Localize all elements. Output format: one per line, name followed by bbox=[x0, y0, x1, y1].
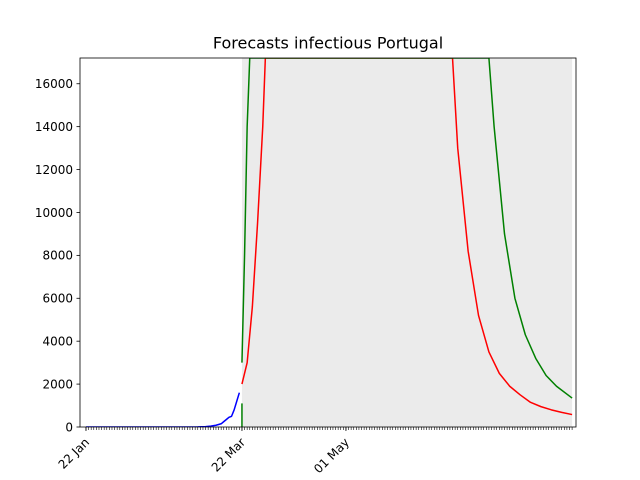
y-tick-label: 14000 bbox=[35, 120, 73, 134]
chart-title: Forecasts infectious Portugal bbox=[213, 34, 443, 53]
y-tick-label: 4000 bbox=[42, 334, 73, 348]
forecast-band bbox=[241, 58, 573, 427]
y-tick-label: 6000 bbox=[42, 292, 73, 306]
series-line-forecast-central bbox=[241, 58, 573, 416]
y-tick-label: 16000 bbox=[35, 77, 73, 91]
series-line-observed bbox=[85, 392, 241, 427]
series-line-forecast-upper bbox=[241, 58, 573, 399]
plot-inner bbox=[85, 58, 573, 427]
y-tick-label: 8000 bbox=[42, 249, 73, 263]
plot-area bbox=[85, 58, 573, 427]
y-tick-label: 2000 bbox=[42, 377, 73, 391]
y-tick-label: 10000 bbox=[35, 206, 73, 220]
y-tick-label: 12000 bbox=[35, 163, 73, 177]
y-tick-label: 0 bbox=[65, 420, 73, 434]
